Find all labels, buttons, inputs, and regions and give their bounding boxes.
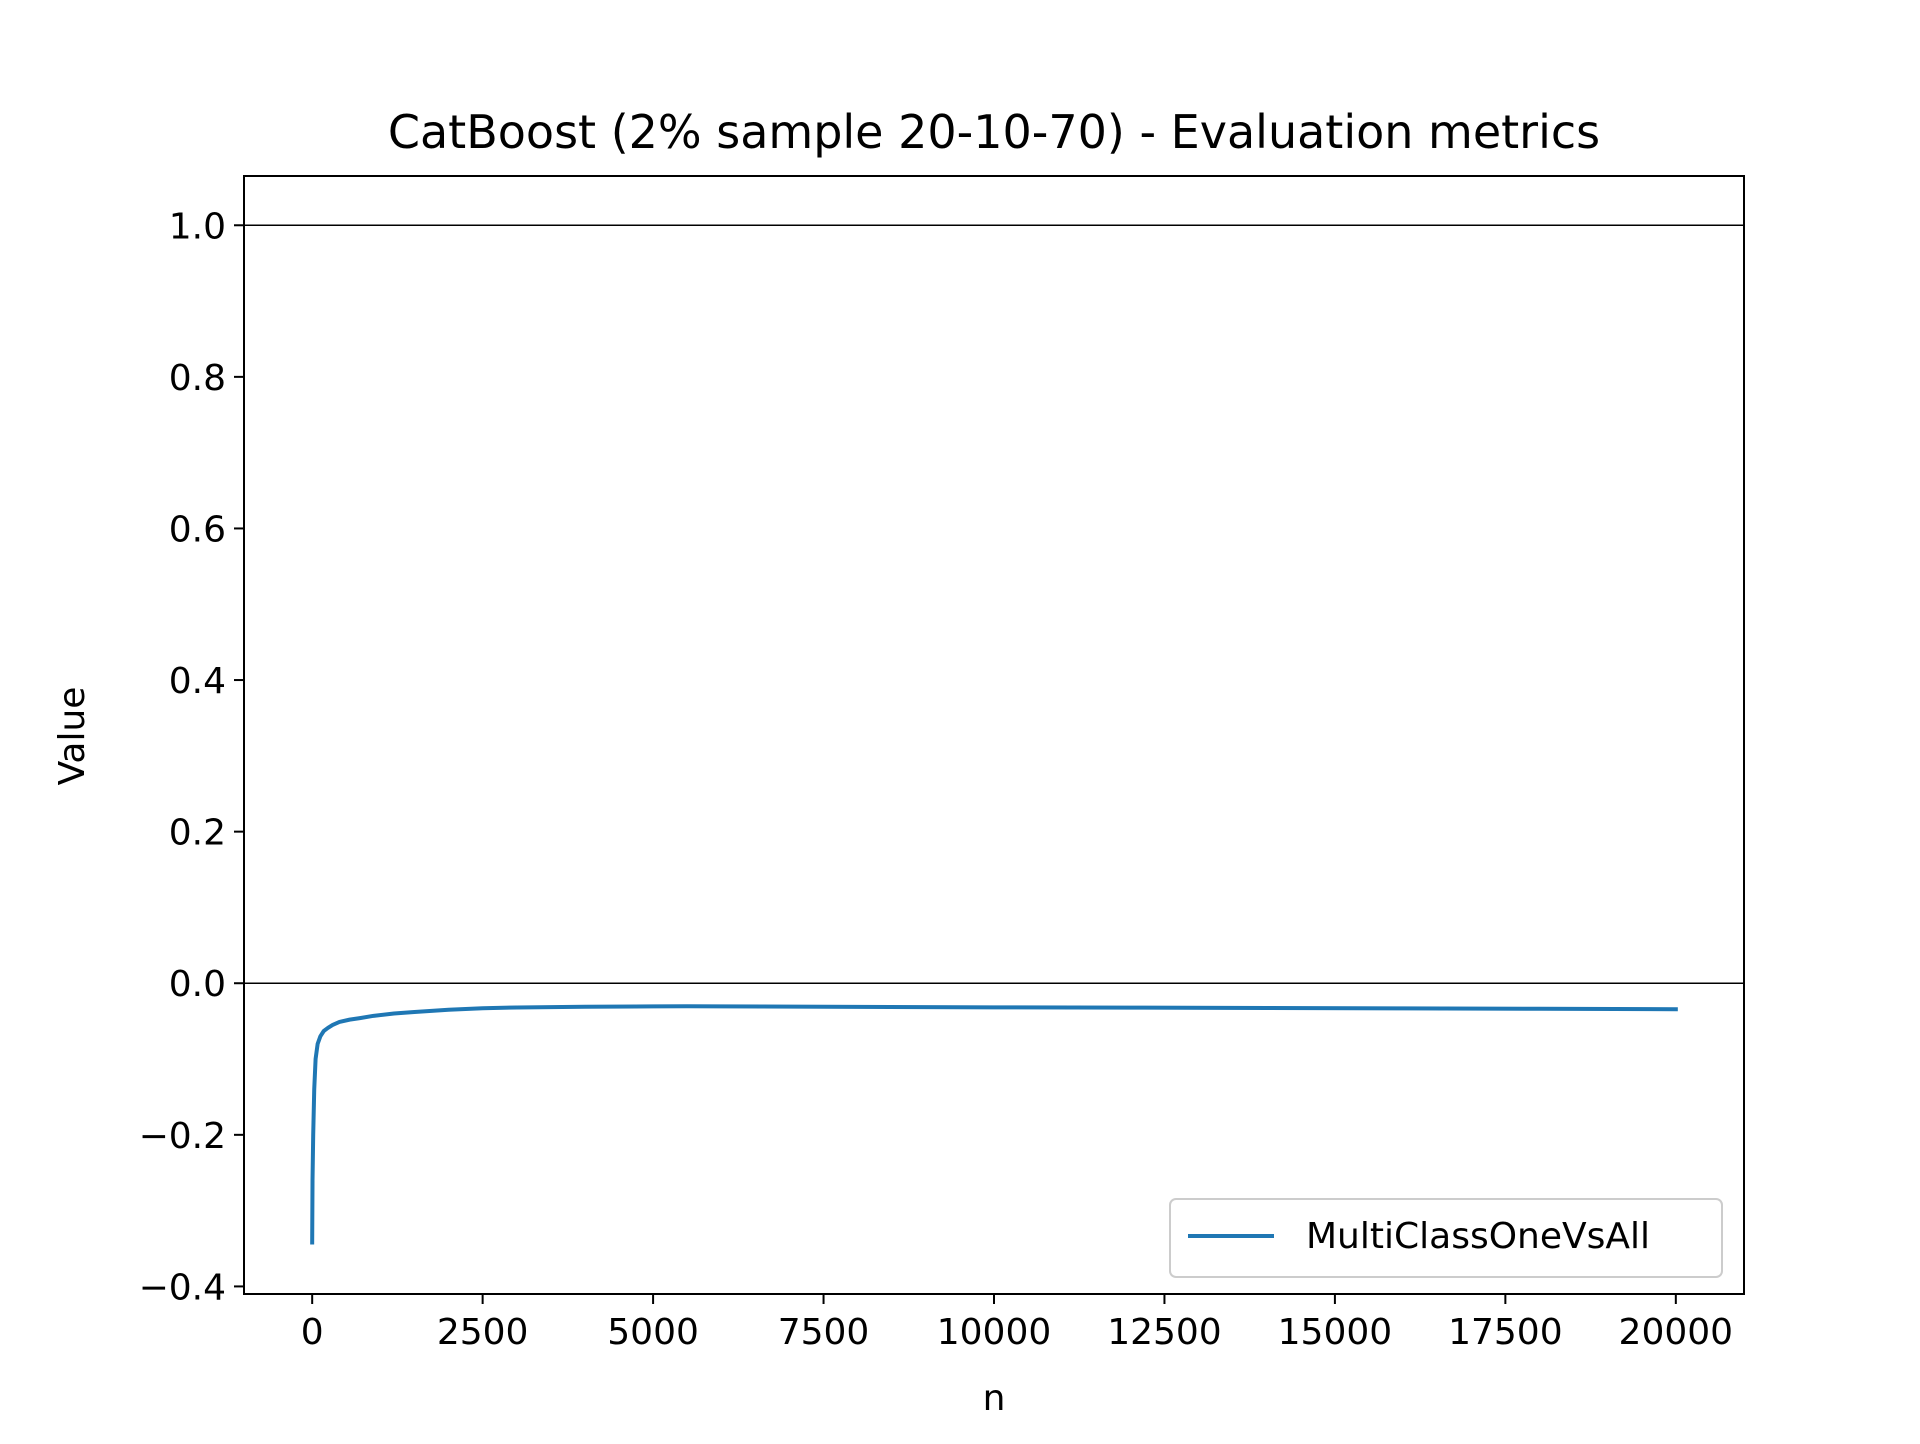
y-tick-label: 0.6 <box>169 509 226 550</box>
x-tick-label: 20000 <box>1619 1312 1734 1353</box>
y-tick-label: 0.8 <box>169 358 226 399</box>
y-tick-label: 1.0 <box>169 206 226 247</box>
y-tick-label: 0.2 <box>169 813 226 854</box>
chart-title: CatBoost (2% sample 20-10-70) - Evaluati… <box>388 105 1600 159</box>
x-tick-label: 5000 <box>607 1312 699 1353</box>
x-tick-label: 2500 <box>437 1312 529 1353</box>
x-tick-label: 17500 <box>1448 1312 1563 1353</box>
x-tick-label: 15000 <box>1278 1312 1393 1353</box>
legend: MultiClassOneVsAll <box>1169 1198 1723 1278</box>
x-axis-label: n <box>983 1378 1006 1419</box>
x-tick-label: 0 <box>301 1312 324 1353</box>
y-tick-label: 0.0 <box>169 964 226 1005</box>
x-tick-label: 12500 <box>1107 1312 1222 1353</box>
y-axis-label: Value <box>52 687 93 786</box>
axes-frame <box>243 175 1745 1295</box>
y-tick-label: −0.2 <box>139 1116 226 1157</box>
x-tick-label: 7500 <box>778 1312 870 1353</box>
y-tick-label: 0.4 <box>169 661 226 702</box>
x-tick-label: 10000 <box>937 1312 1052 1353</box>
legend-label: MultiClassOneVsAll <box>1306 1216 1650 1257</box>
series-line <box>310 1004 1678 1245</box>
legend-box <box>1169 1198 1723 1278</box>
plot-area: 0 2500 5000 7500 10000 12500 15000 17500 20000 −0… <box>139 175 1745 1353</box>
y-tick-label: −0.4 <box>139 1267 226 1308</box>
